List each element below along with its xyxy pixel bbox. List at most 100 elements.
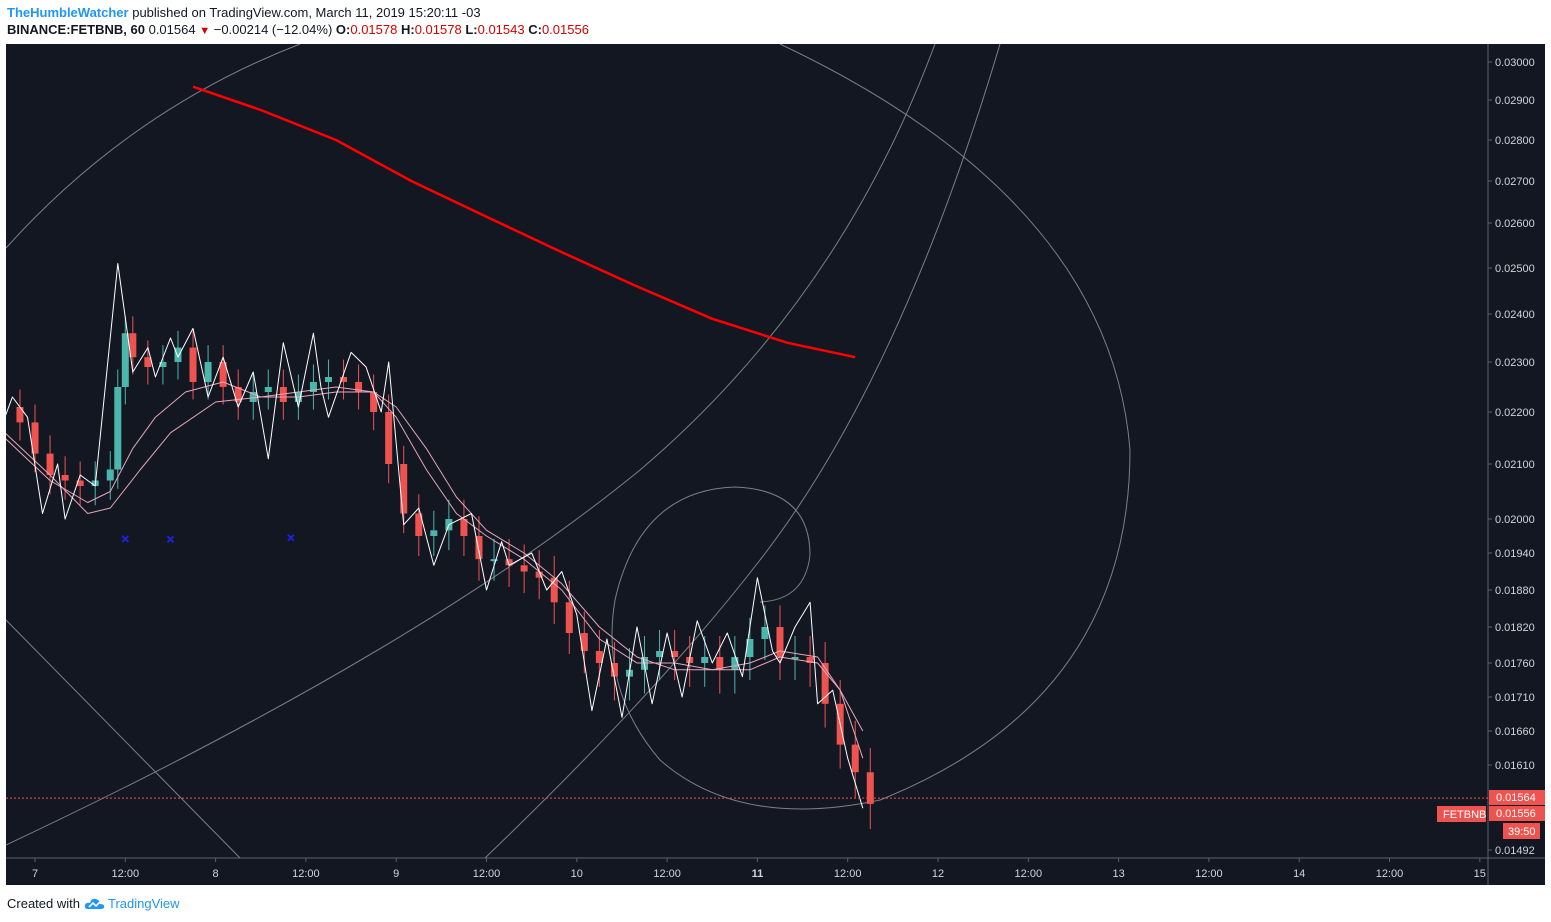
- fibonacci-drawings[interactable]: [6, 44, 1131, 858]
- price-tick-label: 0.01710: [1495, 692, 1535, 704]
- time-tick-label: 12:00: [473, 868, 501, 880]
- countdown-label: 39:50: [1508, 826, 1536, 838]
- candle-body: [866, 772, 874, 804]
- candle-body: [46, 453, 54, 475]
- time-tick-label: 12:00: [1195, 868, 1223, 880]
- moving-average-fast: [6, 381, 864, 732]
- time-tick-label: 12:00: [653, 868, 681, 880]
- chart-pane-background: [6, 44, 1488, 858]
- candle-body: [580, 633, 588, 651]
- price-tick-label: 0.02200: [1495, 407, 1535, 419]
- time-tick-label: 12: [932, 868, 944, 880]
- price-change: −0.00214 (−12.04%): [213, 22, 333, 37]
- close-price-label: 0.01556: [1496, 808, 1536, 820]
- close-price-label-bg: [1489, 806, 1545, 821]
- candle-body: [234, 387, 242, 402]
- candle-body: [385, 412, 393, 464]
- candle-body: [219, 362, 227, 387]
- signal-x-marker: [287, 534, 295, 542]
- candle-body: [746, 639, 754, 657]
- candle-body: [400, 464, 408, 514]
- down-arrow-icon: ▼: [199, 25, 211, 37]
- candle-body: [656, 651, 664, 657]
- zigzag-line: [6, 263, 864, 809]
- price-tick-label: 0.02900: [1495, 95, 1535, 107]
- price-tick-label: 0.01760: [1495, 658, 1535, 670]
- candle-body: [731, 657, 739, 670]
- candle-body: [204, 362, 212, 382]
- candle-body: [159, 362, 167, 367]
- price-tick-label: 0.01660: [1495, 726, 1535, 738]
- candle-body: [610, 663, 618, 677]
- fib-arc-diagonal: [484, 44, 1001, 858]
- candle-body: [129, 333, 137, 358]
- candle-body: [309, 382, 317, 392]
- time-tick-label: 11: [752, 868, 764, 880]
- low-value: 0.01543: [477, 22, 525, 37]
- time-tick-label: 10: [571, 868, 583, 880]
- candle-body: [490, 559, 498, 562]
- last-price-label: 0.01564: [1496, 792, 1536, 804]
- plot-area: [6, 85, 1488, 830]
- symbol-interval: BINANCE:FETBNB, 60: [7, 22, 145, 37]
- candle-body: [370, 392, 378, 412]
- candle-body: [16, 407, 24, 423]
- footer: Created with TradingView: [7, 896, 180, 911]
- price-tick-label: 0.01492: [1495, 845, 1535, 857]
- candle-body: [851, 744, 859, 773]
- price-tick-label: 0.02300: [1495, 357, 1535, 369]
- price-tick-label: 0.01880: [1495, 585, 1535, 597]
- time-tick-label: 14: [1293, 868, 1305, 880]
- candle-body: [415, 513, 423, 536]
- signal-x-marker: [166, 535, 175, 544]
- open-label: O:: [335, 22, 351, 37]
- price-tick-label: 0.02700: [1495, 176, 1535, 188]
- candle-body: [114, 387, 122, 470]
- candle-body: [174, 347, 182, 362]
- close-value: 0.01556: [541, 22, 589, 37]
- fib-diagonal-line: [6, 619, 241, 858]
- candle-body: [791, 657, 799, 659]
- time-axis-background[interactable]: [6, 858, 1545, 885]
- price-axis-background[interactable]: [1488, 44, 1545, 858]
- price-tick-label: 0.01940: [1495, 548, 1535, 560]
- candle-body: [716, 657, 724, 670]
- tradingview-logo[interactable]: TradingView: [84, 896, 180, 911]
- candle-body: [776, 627, 784, 657]
- candle-body: [61, 475, 69, 481]
- price-tick-label: 0.02400: [1495, 309, 1535, 321]
- price-tick-label: 0.02500: [1495, 263, 1535, 275]
- time-tick-label: 12:00: [1015, 868, 1043, 880]
- candle-body: [31, 422, 39, 454]
- symbol-label-bg: [1437, 806, 1486, 822]
- time-axis-ticks: 7 12:00 8 12:00 9 12:00 10 12:00 11 12:00 12 12:00 1…: [32, 858, 1486, 880]
- high-label: H:: [400, 22, 415, 37]
- candle-body: [249, 392, 257, 402]
- candle-body: [340, 377, 348, 382]
- author-name[interactable]: TheHumbleWatcher: [7, 5, 129, 20]
- published-text: published on TradingView.com, March 11, …: [132, 5, 481, 20]
- candle-body: [144, 357, 152, 367]
- fib-arc-top-left: [6, 44, 301, 249]
- candle-body: [535, 571, 543, 578]
- candle-body: [460, 519, 468, 536]
- price-tick-label: 0.01610: [1495, 760, 1535, 772]
- price-tick-label: 0.02100: [1495, 459, 1535, 471]
- candle-body: [806, 657, 814, 663]
- time-tick-label: 13: [1112, 868, 1124, 880]
- candle-body: [264, 387, 272, 392]
- time-tick-label: 15: [1474, 868, 1486, 880]
- price-tick-label: 0.01820: [1495, 622, 1535, 634]
- created-with-text: Created with: [7, 896, 80, 911]
- candle-body: [475, 536, 483, 560]
- candle-body: [821, 663, 829, 704]
- candle-body: [505, 559, 513, 566]
- price-tick-label: 0.03000: [1495, 57, 1535, 69]
- candle-body: [76, 480, 84, 486]
- low-label: L:: [465, 22, 478, 37]
- candle-body: [761, 627, 769, 639]
- symbol-label: FETBNB: [1443, 809, 1486, 821]
- candle-body: [324, 377, 332, 382]
- time-tick-label: 9: [393, 868, 399, 880]
